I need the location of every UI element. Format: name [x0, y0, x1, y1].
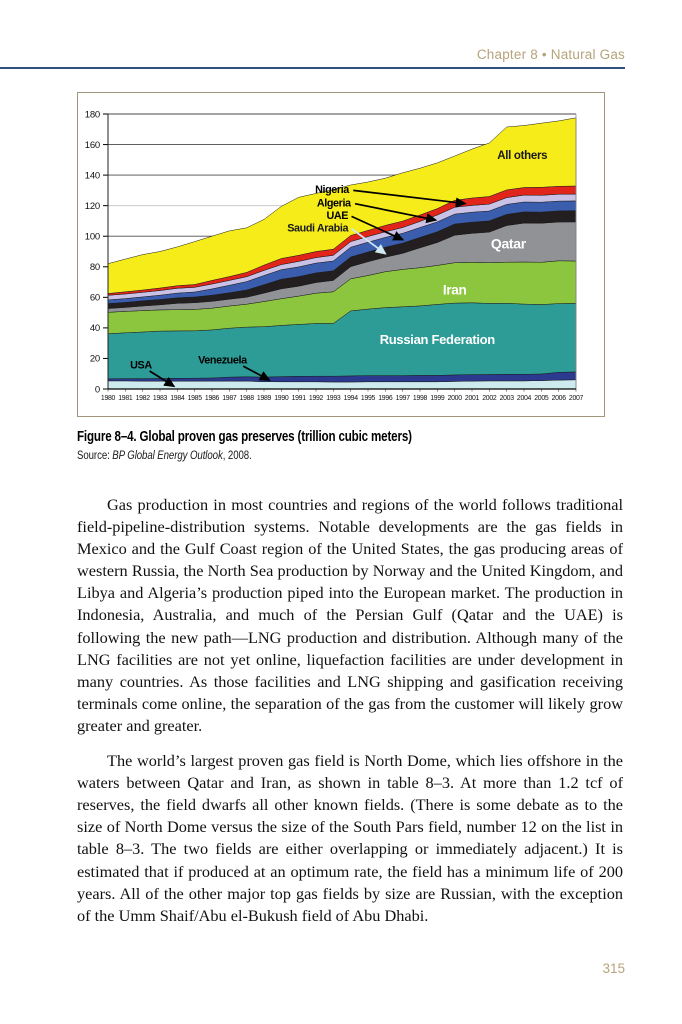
arrow-saudi-arabia: [351, 228, 387, 255]
y-tick-160: 160: [85, 140, 100, 151]
y-tick-100: 100: [85, 232, 100, 243]
y-tick-140: 140: [85, 170, 100, 181]
source-prefix: Source:: [77, 450, 113, 462]
x-tick-2002: 2002: [482, 395, 497, 402]
y-tick-180: 180: [85, 109, 100, 120]
x-tick-1993: 1993: [326, 395, 341, 402]
area-label-qatar: Qatar: [491, 235, 527, 251]
x-tick-1985: 1985: [188, 395, 203, 402]
x-tick-2000: 2000: [448, 395, 463, 402]
figure-caption: Figure 8–4. Global proven gas preserves …: [77, 429, 412, 445]
x-tick-1982: 1982: [136, 395, 151, 402]
y-tick-120: 120: [85, 201, 100, 212]
x-tick-1998: 1998: [413, 395, 428, 402]
series-label-saudi-arabia: Saudi Arabia: [287, 222, 349, 234]
source-title: BP Global Energy Outlook: [112, 450, 223, 462]
x-tick-2006: 2006: [552, 395, 567, 402]
arrow-venezuela: [242, 365, 271, 381]
x-tick-1981: 1981: [118, 395, 133, 402]
chart-frame: 0 20 40 60 80 100 120 140 160 180 1980 1981 1982 1983…: [77, 92, 605, 417]
x-tick-1997: 1997: [396, 395, 411, 402]
figure-source: Source: BP Global Energy Outlook, 2008.: [77, 450, 252, 462]
running-head: Chapter 8 • Natural Gas: [476, 47, 625, 62]
source-suffix: , 2008.: [222, 450, 252, 462]
series-label-nigeria: Nigeria: [315, 184, 350, 196]
y-tick-40: 40: [90, 323, 100, 334]
x-tick-1992: 1992: [309, 395, 324, 402]
stacked-area-chart: 0 20 40 60 80 100 120 140 160 180 1980 1981 1982 1983…: [85, 109, 584, 402]
x-tick-2005: 2005: [534, 395, 549, 402]
y-tick-20: 20: [90, 354, 100, 365]
x-tick-1987: 1987: [222, 395, 237, 402]
x-tick-1986: 1986: [205, 395, 220, 402]
y-tick-80: 80: [90, 262, 100, 273]
arrow-usa: [149, 370, 176, 388]
y-tick-0: 0: [95, 384, 100, 395]
x-tick-1994: 1994: [344, 395, 359, 402]
body-text: Gas production in most countries and reg…: [77, 494, 623, 940]
x-tick-1984: 1984: [170, 395, 185, 402]
x-tick-1990: 1990: [274, 395, 289, 402]
series-label-venezuela: Venezuela: [198, 355, 248, 367]
series-label-usa: USA: [130, 360, 152, 372]
x-tick-1989: 1989: [257, 395, 272, 402]
x-tick-2007: 2007: [569, 395, 584, 402]
y-tick-60: 60: [90, 293, 100, 304]
x-tick-2001: 2001: [465, 395, 480, 402]
header-rule: [0, 67, 625, 69]
area-label-russian-federation: Russian Federation: [380, 332, 496, 347]
x-tick-2004: 2004: [517, 395, 532, 402]
paragraph-1: Gas production in most countries and reg…: [77, 495, 623, 735]
x-tick-1980: 1980: [101, 395, 116, 402]
x-tick-1991: 1991: [292, 395, 307, 402]
x-tick-1999: 1999: [430, 395, 445, 402]
paragraph-2: The world’s largest proven gas field is …: [77, 751, 623, 925]
arrow-uae: [351, 215, 405, 241]
area-label-iran: Iran: [443, 282, 467, 297]
series-label-uae: UAE: [326, 210, 348, 222]
x-tick-1983: 1983: [153, 395, 168, 402]
arrow-nigeria: [353, 189, 467, 208]
arrow-algeria: [354, 202, 438, 224]
series-label-algeria: Algeria: [317, 197, 352, 209]
x-tick-2003: 2003: [500, 395, 515, 402]
x-tick-1988: 1988: [240, 395, 255, 402]
x-tick-1996: 1996: [378, 395, 393, 402]
x-tick-1995: 1995: [361, 395, 376, 402]
area-label-all-others: All others: [497, 150, 547, 162]
page-number: 315: [602, 961, 625, 976]
